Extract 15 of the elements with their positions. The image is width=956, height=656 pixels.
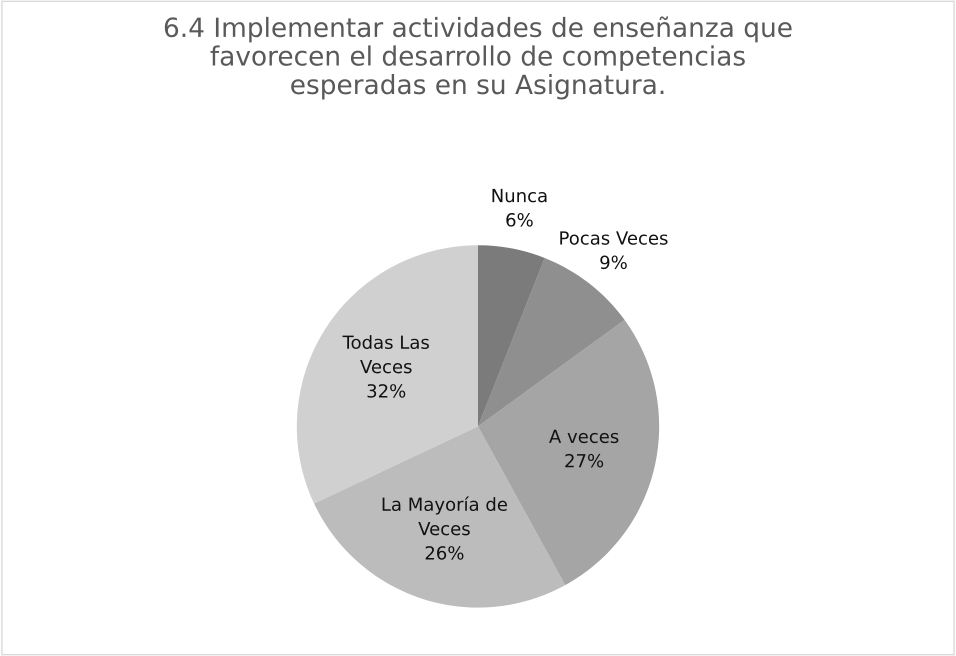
slice-label: Todas Las Veces: [342, 335, 429, 374]
pie-slice: [314, 426, 566, 608]
pie-slice: [478, 258, 625, 426]
pie-slice: [478, 320, 660, 586]
data-label: 6%: [506, 213, 533, 227]
slice-label: Pocas Veces: [560, 231, 668, 245]
slice-label: A veces: [549, 430, 618, 444]
slice-label: La Mayoría de Veces: [382, 496, 507, 536]
chart-title: 6.4 Implementar actividades de enseñanza que favorecen el desarrollo de competencias esperadas en su Asignatura.: [164, 16, 792, 100]
data-label: 26%: [426, 546, 464, 560]
data-label: 32%: [368, 384, 406, 398]
pie-slice: [478, 245, 545, 426]
slice-label: Nunca: [492, 188, 546, 202]
data-label: 9%: [600, 255, 627, 270]
data-label: 27%: [565, 454, 604, 468]
